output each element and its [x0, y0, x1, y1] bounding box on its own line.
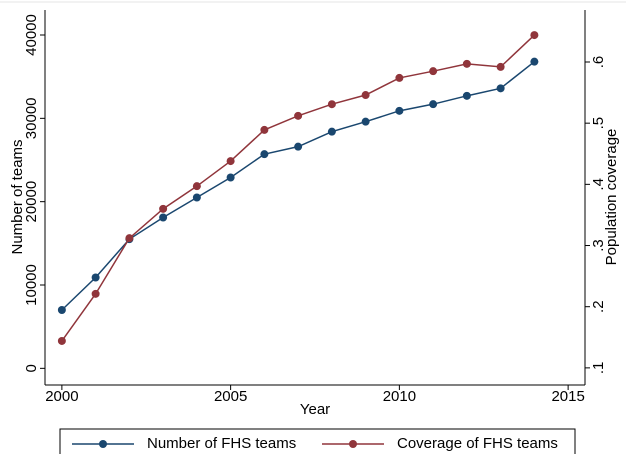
series-marker: [361, 117, 370, 126]
x-tick-label: 2015: [551, 388, 584, 405]
series-marker: [462, 59, 471, 68]
series-marker: [91, 273, 100, 282]
series-marker: [159, 213, 168, 222]
series-marker: [125, 234, 134, 243]
x-tick-label: 2010: [383, 388, 416, 405]
y-tick-label: 40000: [23, 14, 40, 56]
series-marker: [327, 127, 336, 136]
y-tick-label: 10000: [23, 264, 40, 306]
series-line: [61, 61, 535, 311]
series-marker: [361, 91, 370, 100]
y2-tick-label: .5: [590, 117, 607, 130]
y-tick-label: 0: [23, 364, 40, 372]
series-marker: [226, 157, 235, 166]
y2-axis-label: Population coverage: [603, 129, 620, 266]
series-marker: [496, 62, 505, 71]
series-marker: [429, 100, 438, 109]
series-marker: [530, 31, 539, 40]
series-marker: [57, 336, 66, 345]
series-marker: [462, 91, 471, 100]
x-tick-label: 2000: [45, 388, 78, 405]
series-marker: [496, 84, 505, 93]
legend-marker: [99, 440, 107, 448]
series-line: [61, 34, 535, 342]
legend-label: Coverage of FHS teams: [397, 435, 558, 452]
series-marker: [327, 100, 336, 109]
legend-label: Number of FHS teams: [147, 435, 296, 452]
y-tick-label: 30000: [23, 97, 40, 139]
y-tick-label: 20000: [23, 181, 40, 223]
series-marker: [395, 73, 404, 82]
y2-tick-label: .3: [590, 239, 607, 252]
y2-tick-label: .1: [590, 362, 607, 375]
series-marker: [159, 204, 168, 213]
series-marker: [57, 306, 66, 314]
y2-tick-label: .6: [590, 56, 607, 69]
y-axis-label: Number of teams: [9, 139, 26, 254]
series-marker: [429, 67, 438, 76]
series-marker: [294, 142, 303, 151]
series-marker: [91, 289, 100, 298]
series-marker: [395, 106, 404, 115]
series-marker: [294, 111, 303, 120]
series-marker: [260, 150, 269, 159]
series-marker: [530, 57, 539, 66]
series-marker: [260, 125, 269, 134]
y2-tick-label: .4: [590, 178, 607, 191]
legend-marker: [349, 440, 357, 448]
y2-tick-label: .2: [590, 300, 607, 313]
x-axis-label: Year: [300, 401, 330, 418]
series-marker: [226, 173, 235, 182]
legend-box: [59, 428, 576, 454]
x-tick-label: 2005: [214, 388, 247, 405]
series-marker: [192, 182, 201, 191]
series-marker: [192, 193, 201, 202]
